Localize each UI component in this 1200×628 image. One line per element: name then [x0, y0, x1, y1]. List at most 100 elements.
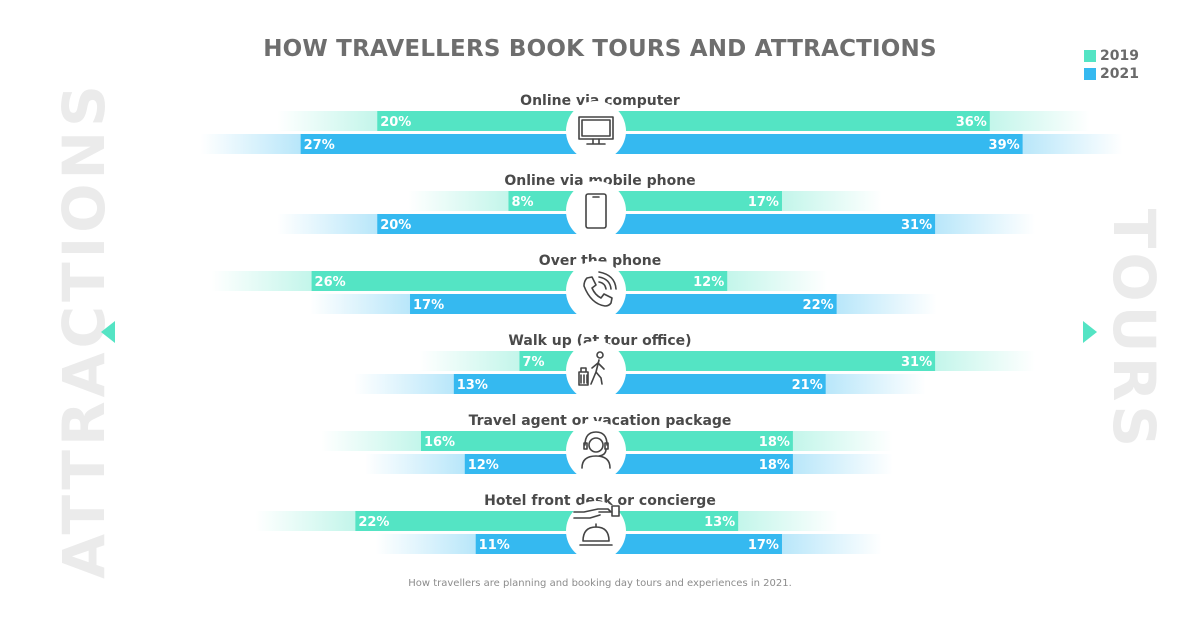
- bar-tours-2021: [596, 134, 1023, 154]
- bar-fade-tours-2021: [825, 374, 926, 394]
- bar-fade-tours-2021: [781, 534, 882, 554]
- value-label-attractions-2019: 8%: [511, 195, 533, 210]
- value-label-attractions-2019: 22%: [358, 515, 389, 530]
- value-label-tours-2019: 31%: [901, 355, 932, 370]
- bar-attractions-2019: [355, 511, 596, 531]
- legend-swatch-2021: [1084, 68, 1096, 80]
- category-group-phone: Over the phone 26% 12% 17% 22%: [211, 253, 937, 321]
- value-label-tours-2021: 22%: [803, 298, 834, 313]
- category-group-travel-agent: Travel agent or vacation package 16% 18% 12…: [320, 413, 893, 481]
- arrow-left-icon: [101, 321, 115, 343]
- bar-tours-2019: [596, 431, 793, 451]
- bar-attractions-2019: [377, 111, 596, 131]
- bar-fade-attractions-2019: [320, 431, 421, 451]
- value-label-tours-2019: 17%: [748, 195, 779, 210]
- phone-call-icon: [566, 261, 626, 321]
- category-label: Online via computer: [520, 93, 680, 109]
- value-label-tours-2021: 31%: [901, 218, 932, 233]
- bar-tours-2019: [596, 271, 728, 291]
- value-label-tours-2021: 21%: [792, 378, 823, 393]
- travel-agent-headset-icon: [566, 421, 626, 481]
- bar-fade-tours-2021: [1022, 134, 1123, 154]
- bar-fade-tours-2021: [792, 454, 893, 474]
- category-group-hotel: Hotel front desk or concierge 22% 13% 11% 17…: [255, 493, 882, 561]
- bar-attractions-2019: [311, 271, 596, 291]
- bar-fade-attractions-2021: [353, 374, 454, 394]
- bar-tours-2021: [596, 534, 782, 554]
- chart-title: HOW TRAVELLERS BOOK TOURS AND ATTRACTION…: [263, 36, 937, 62]
- value-label-attractions-2019: 16%: [424, 435, 455, 450]
- bar-fade-tours-2019: [935, 351, 1036, 371]
- legend-swatch-2019: [1084, 50, 1096, 62]
- bar-fade-attractions-2019: [277, 111, 378, 131]
- bar-fade-attractions-2021: [200, 134, 301, 154]
- value-label-attractions-2021: 12%: [468, 458, 499, 473]
- bar-attractions-2019: [420, 431, 596, 451]
- category-label: Online via mobile phone: [504, 173, 695, 189]
- bar-fade-tours-2019: [738, 511, 839, 531]
- value-label-tours-2021: 18%: [759, 458, 790, 473]
- bar-fade-attractions-2021: [310, 294, 411, 314]
- bar-attractions-2021: [453, 374, 596, 394]
- legend: 2019 2021: [1084, 47, 1139, 83]
- bar-tours-2019: [596, 351, 936, 371]
- legend-label-2019: 2019: [1100, 48, 1139, 64]
- bar-fade-tours-2019: [727, 271, 828, 291]
- value-label-attractions-2019: 7%: [522, 355, 544, 370]
- bar-attractions-2021: [410, 294, 596, 314]
- value-label-tours-2019: 36%: [956, 115, 987, 130]
- bar-fade-attractions-2021: [277, 214, 378, 234]
- category-label: Over the phone: [539, 253, 661, 269]
- bar-attractions-2021: [464, 454, 596, 474]
- value-label-attractions-2019: 26%: [315, 275, 346, 290]
- caption: How travellers are planning and booking …: [408, 578, 792, 589]
- bar-fade-attractions-2021: [375, 534, 476, 554]
- bar-tours-2021: [596, 294, 837, 314]
- bar-fade-attractions-2019: [211, 271, 312, 291]
- category-group-mobile: Online via mobile phone 8% 17% 20% 31%: [277, 173, 1036, 241]
- bar-fade-attractions-2019: [419, 351, 520, 371]
- bar-tours-2019: [596, 511, 739, 531]
- category-group-computer: Online via computer 20% 36% 27% 39%: [200, 93, 1123, 161]
- value-label-attractions-2021: 27%: [304, 138, 335, 153]
- category-label: Walk up (at tour office): [508, 333, 691, 349]
- bar-tours-2021: [596, 454, 793, 474]
- value-label-tours-2019: 18%: [759, 435, 790, 450]
- value-label-attractions-2019: 20%: [380, 115, 411, 130]
- bar-tours-2019: [596, 191, 782, 211]
- bar-fade-tours-2019: [781, 191, 882, 211]
- category-group-walkup: Walk up (at tour office) 7% 31% 13% 21%: [353, 333, 1036, 401]
- hotel-bell-icon: [566, 501, 626, 561]
- walking-traveler-icon: [566, 341, 626, 401]
- value-label-tours-2021: 39%: [989, 138, 1020, 153]
- value-label-tours-2019: 13%: [704, 515, 735, 530]
- legend-item-2021: 2021: [1084, 65, 1139, 83]
- bar-tours-2021: [596, 374, 826, 394]
- bar-fade-attractions-2019: [255, 511, 356, 531]
- bar-fade-tours-2021: [836, 294, 937, 314]
- bar-attractions-2021: [300, 134, 596, 154]
- bar-fade-tours-2019: [989, 111, 1090, 131]
- value-label-tours-2019: 12%: [693, 275, 724, 290]
- bar-tours-2021: [596, 214, 936, 234]
- value-label-attractions-2021: 13%: [457, 378, 488, 393]
- bar-fade-attractions-2021: [364, 454, 465, 474]
- computer-icon: [566, 101, 626, 161]
- bar-attractions-2021: [377, 214, 596, 234]
- category-label: Hotel front desk or concierge: [484, 493, 716, 509]
- bar-attractions-2021: [475, 534, 596, 554]
- arrow-right-icon: [1083, 321, 1097, 343]
- category-label: Travel agent or vacation package: [469, 413, 732, 429]
- legend-label-2021: 2021: [1100, 66, 1139, 82]
- legend-item-2019: 2019: [1084, 47, 1139, 65]
- value-label-attractions-2021: 11%: [479, 538, 510, 553]
- bar-fade-attractions-2019: [408, 191, 509, 211]
- bar-fade-tours-2021: [935, 214, 1036, 234]
- value-label-attractions-2021: 20%: [380, 218, 411, 233]
- bar-fade-tours-2019: [792, 431, 893, 451]
- value-label-tours-2021: 17%: [748, 538, 779, 553]
- value-label-attractions-2021: 17%: [413, 298, 444, 313]
- mobile-phone-icon: [566, 181, 626, 241]
- bar-tours-2019: [596, 111, 990, 131]
